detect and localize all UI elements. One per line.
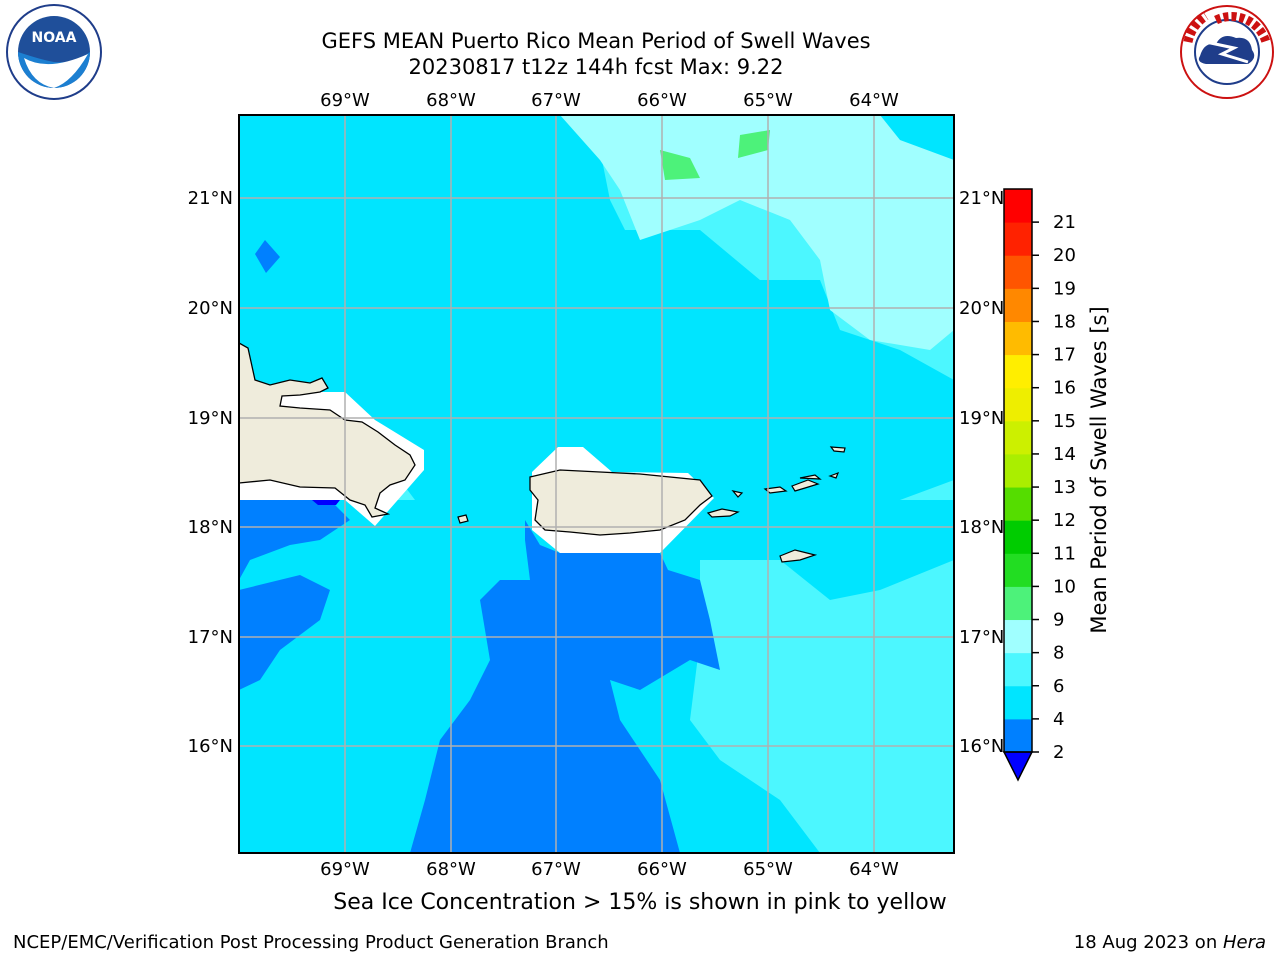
- colorbar-segment: [1004, 420, 1032, 455]
- colorbar-tick-label: 10: [1053, 576, 1076, 597]
- colorbar-tick-label: 9: [1053, 610, 1064, 631]
- colorbar: 2 4 6 8 9 10 11 12 13 14 15 16 17 18 19 20 21: [1002, 188, 1076, 782]
- lat-label-right: 17°N: [959, 627, 1004, 648]
- lat-label-left: 20°N: [188, 298, 233, 319]
- colorbar-segment: [1004, 387, 1032, 422]
- lon-label-top: 68°W: [426, 90, 476, 111]
- footer-credit: NCEP/EMC/Verification Post Processing Pr…: [13, 932, 609, 953]
- virgin-gorda-island: [828, 471, 840, 479]
- noaa-logo: NOAA: [6, 4, 102, 100]
- map-frame: [238, 114, 955, 854]
- field-2-4s-west: [239, 575, 330, 690]
- colorbar-tick-label: 6: [1053, 676, 1064, 697]
- graticule: [239, 115, 954, 853]
- colorbar-tick-label: 2: [1053, 742, 1064, 763]
- lon-label-bottom: 66°W: [637, 859, 687, 880]
- colorbar-tick-label: 20: [1053, 245, 1076, 266]
- vieques-island: [706, 508, 740, 518]
- lat-label-left: 19°N: [188, 408, 233, 429]
- lat-label-left: 18°N: [188, 517, 233, 538]
- field-2-4s-west: [239, 500, 350, 580]
- nws-logo: [1180, 5, 1274, 99]
- footer-date: 18 Aug 2023 on Hera: [1074, 932, 1266, 953]
- lon-label-bottom: 67°W: [531, 859, 581, 880]
- colorbar-segment: [1004, 520, 1032, 554]
- field-9-10s-patch: [660, 150, 700, 180]
- field-6-8s-southeast: [690, 560, 954, 853]
- colorbar-tick-label: 17: [1053, 345, 1076, 366]
- lon-label-top: 64°W: [849, 90, 899, 111]
- map-subtitle: 20230817 t12z 144h fcst Max: 9.22: [408, 55, 784, 79]
- colorbar-tick-label: 16: [1053, 378, 1076, 399]
- lon-label-bottom: 64°W: [849, 859, 899, 880]
- lat-label-left: 17°N: [188, 627, 233, 648]
- st-croix-island: [779, 549, 818, 563]
- field-2-4s-central: [410, 520, 720, 853]
- colorbar-segment: [1004, 586, 1032, 621]
- colorbar-tick-label: 8: [1053, 643, 1064, 664]
- colorbar-tick-label: 21: [1053, 212, 1076, 233]
- lat-label-left: 21°N: [188, 188, 233, 209]
- colorbar-frame: [1003, 188, 1033, 753]
- colorbar-segment: [1004, 189, 1032, 223]
- colorbar-tick-label: 19: [1053, 278, 1076, 299]
- colorbar-segment: [1004, 685, 1032, 720]
- map-title: GEFS MEAN Puerto Rico Mean Period of Swe…: [321, 29, 871, 53]
- field-2-4s-patch: [255, 240, 280, 273]
- st-john-island: [791, 479, 820, 492]
- lat-label-left: 16°N: [188, 736, 233, 757]
- anegada-island: [829, 446, 846, 453]
- lon-label-bottom: 68°W: [426, 859, 476, 880]
- mona-island: [457, 514, 469, 524]
- tortola-island: [799, 474, 822, 480]
- colorbar-segment: [1004, 321, 1032, 356]
- lon-label-top: 65°W: [743, 90, 793, 111]
- colorbar-tick-label: 18: [1053, 311, 1076, 332]
- colorbar-segment: [1004, 553, 1032, 587]
- lat-label-right: 18°N: [959, 517, 1004, 538]
- colorbar-tick-label: 14: [1053, 444, 1076, 465]
- hispaniola-land: [239, 342, 416, 518]
- colorbar-segment: [1004, 354, 1032, 389]
- colorbar-tick-label: 4: [1053, 709, 1064, 730]
- footer-machine: Hera: [1222, 932, 1266, 953]
- colorbar-tick-label: 12: [1053, 510, 1076, 531]
- lon-label-top: 69°W: [320, 90, 370, 111]
- noaa-logo-text: NOAA: [32, 30, 77, 46]
- colorbar-segment: [1004, 255, 1032, 289]
- field-9-10s-patch: [738, 130, 770, 158]
- colorbar-segment: [1004, 222, 1032, 256]
- colorbar-under-arrow: [1002, 751, 1034, 782]
- lat-label-right: 19°N: [959, 408, 1004, 429]
- field-under-2s: [312, 500, 340, 505]
- swell-period-field: [239, 115, 954, 853]
- lon-label-top: 66°W: [637, 90, 687, 111]
- lat-label-right: 16°N: [959, 736, 1004, 757]
- colorbar-tick-label: 15: [1053, 411, 1076, 432]
- colorbar-segment: [1004, 619, 1032, 654]
- sea-ice-note: Sea Ice Concentration > 15% is shown in …: [333, 890, 947, 915]
- colorbar-segment: [1004, 453, 1032, 488]
- lon-label-bottom: 65°W: [743, 859, 793, 880]
- colorbar-tick-label: 13: [1053, 477, 1076, 498]
- puerto-rico-land: [529, 469, 713, 536]
- colorbar-segment: [1004, 652, 1032, 687]
- colorbar-segment: [1004, 288, 1032, 322]
- colorbar-label: Mean Period of Swell Waves [s]: [1087, 306, 1111, 633]
- footer-date-text: 18 Aug 2023 on: [1073, 932, 1223, 953]
- colorbar-tick-label: 11: [1053, 543, 1076, 564]
- colorbar-segment: [1004, 487, 1032, 521]
- culebra-island: [731, 490, 744, 498]
- field-8-9s: [560, 115, 954, 350]
- lat-label-right: 21°N: [959, 188, 1004, 209]
- colorbar-segment: [1004, 718, 1032, 753]
- lon-label-bottom: 69°W: [320, 859, 370, 880]
- lon-label-top: 67°W: [531, 90, 581, 111]
- lat-label-right: 20°N: [959, 298, 1004, 319]
